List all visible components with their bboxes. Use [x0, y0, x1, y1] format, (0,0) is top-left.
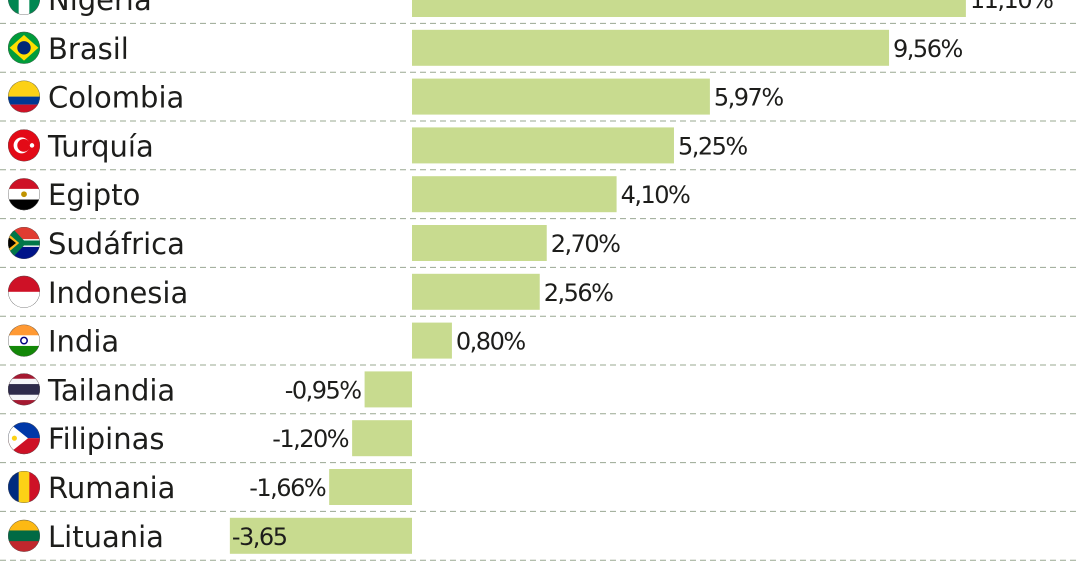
value-label-india: 0,80% [456, 328, 525, 356]
nigeria-flag-icon [8, 0, 40, 15]
bar-rumania [329, 469, 412, 505]
bar-turquia [412, 127, 674, 164]
category-label-rumania: Rumania [48, 471, 175, 505]
category-label-lituania: Lituania [48, 520, 164, 554]
india-flag-icon [8, 324, 40, 357]
value-label-turquia: 5,25% [678, 132, 747, 160]
philippines-flag-icon [8, 422, 40, 455]
category-label-brasil: Brasil [48, 32, 129, 66]
value-labels: 11,10% 9,56% 5,97% 5,25% 4,10%2,70% 2,56% 0,80… [232, 0, 1055, 551]
indonesia-flag-icon [8, 275, 40, 308]
value-label-brasil: 9,56% [893, 35, 962, 63]
bar-lituania [229, 517, 412, 554]
value-label-indonesia: 2,56% [544, 279, 613, 307]
value-label-lituania: -3,65 [232, 523, 287, 551]
turkey-flag-icon [8, 129, 40, 162]
bar-nigeria [412, 0, 966, 17]
bar-tailandia [364, 371, 412, 408]
row-separators [0, 22, 1080, 561]
category-label-tailandia: Tailandia [47, 373, 175, 407]
category-label-indonesia: Indonesia [48, 276, 188, 310]
category-label-egipto: Egipto [48, 178, 140, 212]
bar-brasil [412, 29, 890, 66]
category-label-colombia: Colombia [48, 81, 184, 115]
thailand-flag-icon [8, 373, 40, 406]
category-label-nigeria: Nigeria [48, 0, 152, 17]
egypt-flag-icon [8, 178, 40, 211]
value-label-tailandia: -0,95% [285, 376, 362, 404]
bar-indonesia [412, 273, 540, 310]
value-label-egipto: 4,10% [621, 181, 690, 209]
value-label-colombia: 5,97% [714, 84, 783, 112]
lithuania-flag-icon [8, 519, 40, 552]
bars [229, 0, 966, 554]
romania-flag-icon [8, 471, 40, 503]
south-africa-flag-icon [8, 227, 40, 259]
bar-egipto [412, 176, 617, 213]
value-label-sudafrica: 2,70% [551, 230, 620, 258]
category-label-turquia: Turquía [47, 129, 154, 163]
value-label-nigeria: 11,10% [970, 0, 1053, 14]
flags [8, 0, 40, 552]
bar-india [412, 322, 452, 359]
category-label-india: India [48, 325, 119, 359]
colombia-flag-icon [8, 80, 40, 113]
category-labels: Nigeria Brasil Colombia Turquía Egipto Sudáfr… [47, 0, 188, 554]
category-label-sudafrica: Sudáfrica [48, 227, 185, 261]
value-label-rumania: -1,66% [249, 474, 326, 502]
bar-sudafrica [412, 225, 547, 261]
bar-colombia [412, 78, 710, 115]
category-label-filipinas: Filipinas [48, 422, 164, 456]
bar-filipinas [352, 420, 412, 457]
value-label-filipinas: -1,20% [272, 425, 349, 453]
brazil-flag-icon [8, 31, 40, 64]
